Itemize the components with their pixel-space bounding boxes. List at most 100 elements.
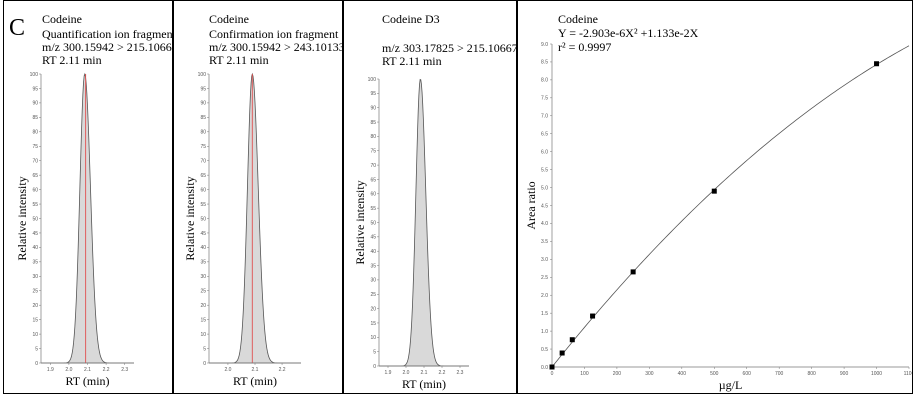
- y-tick-label: 10: [370, 335, 376, 341]
- x-tick-label: 2.0: [224, 367, 231, 373]
- x-tick-label: 2.1: [252, 367, 259, 373]
- y-tick-label: 20: [32, 303, 38, 309]
- y-tick-label: 30: [32, 274, 38, 280]
- r-squared-label: r² = 0.9997: [558, 40, 611, 54]
- y-tick-label: 100: [368, 77, 377, 83]
- fit-curve: [551, 45, 910, 368]
- y-tick-label: 95: [32, 86, 38, 92]
- x-tick-label: 1.9: [385, 370, 392, 376]
- x-axis-label: RT (min): [402, 377, 446, 391]
- y-tick-label: 0: [373, 364, 376, 370]
- y-tick-label: 80: [32, 130, 38, 136]
- y-tick-label: 50: [370, 220, 376, 226]
- transition-label: m/z 300.15942 > 243.10133: [209, 40, 342, 54]
- y-tick-label: 100: [30, 72, 39, 78]
- x-tick-label: 2.2: [103, 367, 110, 373]
- retention-time-label: RT 2.11 min: [209, 53, 269, 67]
- y-tick-label: 30: [370, 278, 376, 284]
- y-tick-label: 25: [200, 289, 206, 295]
- y-tick-label: 3.0: [541, 257, 548, 263]
- x-tick-label: 2.0: [65, 367, 72, 373]
- y-tick-label: 5: [373, 349, 376, 355]
- data-point: [711, 188, 717, 194]
- panel-quantification: C Codeine Quantification ion fragment m/z 3…: [3, 0, 178, 394]
- y-tick-label: 90: [32, 101, 38, 107]
- y-tick-label: 1.5: [541, 311, 548, 317]
- x-tick-label: 2.3: [457, 370, 464, 376]
- x-tick-label: 2.2: [279, 367, 286, 373]
- x-tick-label: 900: [840, 371, 849, 377]
- y-axis-label: Relative intensity: [353, 180, 367, 264]
- x-tick-label: 2.3: [121, 367, 128, 373]
- panel-calibration: Codeine Y = -2.903e-6X² +1.133e-2X r² = 0.…: [517, 0, 915, 394]
- x-tick-label: 800: [807, 371, 816, 377]
- data-point: [590, 313, 596, 319]
- y-tick-label: 15: [200, 317, 206, 323]
- y-tick-label: 4.0: [541, 221, 548, 227]
- x-tick-label: 400: [678, 371, 687, 377]
- y-axis-label: Relative intensity: [183, 176, 197, 260]
- retention-time-label: RT 2.11 min: [382, 54, 442, 68]
- data-point: [630, 269, 636, 275]
- x-tick-label: 0: [551, 371, 554, 377]
- y-tick-label: 5: [203, 346, 206, 352]
- x-axis-label: µg/L: [719, 378, 743, 392]
- y-tick-label: 2.5: [541, 275, 548, 281]
- chart-subtitle: Quantification ion fragment: [42, 27, 172, 41]
- y-tick-label: 40: [32, 245, 38, 251]
- y-tick-label: 50: [200, 216, 206, 222]
- chart-subtitle: Confirmation ion fragment: [209, 27, 339, 41]
- y-tick-label: 80: [370, 134, 376, 140]
- y-tick-label: 30: [200, 274, 206, 280]
- y-tick-label: 55: [32, 202, 38, 208]
- y-tick-label: 20: [200, 303, 206, 309]
- y-tick-label: 70: [200, 159, 206, 165]
- x-tick-label: 100: [580, 371, 589, 377]
- y-tick-label: 60: [32, 187, 38, 193]
- chart-title: Codeine D3: [382, 12, 440, 26]
- y-tick-label: 35: [370, 263, 376, 269]
- y-tick-label: 9.0: [541, 42, 548, 48]
- y-tick-label: 25: [370, 292, 376, 298]
- y-tick-label: 85: [200, 115, 206, 121]
- x-tick-label: 1000: [871, 371, 882, 377]
- y-tick-label: 4.5: [541, 203, 548, 209]
- x-tick-label: 200: [613, 371, 622, 377]
- y-tick-label: 40: [370, 249, 376, 255]
- data-point: [874, 61, 880, 67]
- y-tick-label: 80: [200, 130, 206, 136]
- peak-area: [41, 72, 134, 364]
- y-tick-label: 10: [32, 332, 38, 338]
- y-tick-label: 35: [32, 260, 38, 266]
- y-tick-label: 15: [32, 317, 38, 323]
- y-tick-label: 65: [32, 173, 38, 179]
- y-tick-label: 60: [200, 187, 206, 193]
- x-axis-label: RT (min): [65, 374, 109, 388]
- x-tick-label: 2.1: [84, 367, 91, 373]
- panel-internal-standard: Codeine D3 m/z 303.17825 > 215.10667 RT 2.…: [343, 0, 518, 394]
- y-tick-label: 90: [200, 101, 206, 107]
- y-tick-label: 45: [370, 235, 376, 241]
- y-tick-label: 5: [35, 346, 38, 352]
- x-tick-label: 600: [743, 371, 752, 377]
- transition-label: m/z 303.17825 > 215.10667: [382, 41, 516, 55]
- y-tick-label: 95: [200, 86, 206, 92]
- y-tick-label: 60: [370, 192, 376, 198]
- y-tick-label: 0: [203, 361, 206, 367]
- y-tick-label: 0.5: [541, 347, 548, 353]
- x-axis-label: RT (min): [233, 374, 277, 388]
- y-tick-label: 8.5: [541, 60, 548, 66]
- y-tick-label: 40: [200, 245, 206, 251]
- y-tick-label: 7.5: [541, 96, 548, 102]
- y-tick-label: 95: [370, 91, 376, 97]
- y-tick-label: 0: [35, 361, 38, 367]
- y-tick-label: 75: [200, 144, 206, 150]
- x-tick-label: 300: [645, 371, 654, 377]
- peak-area: [379, 78, 469, 367]
- x-tick-label: 700: [775, 371, 784, 377]
- x-tick-label: 1.9: [47, 367, 54, 373]
